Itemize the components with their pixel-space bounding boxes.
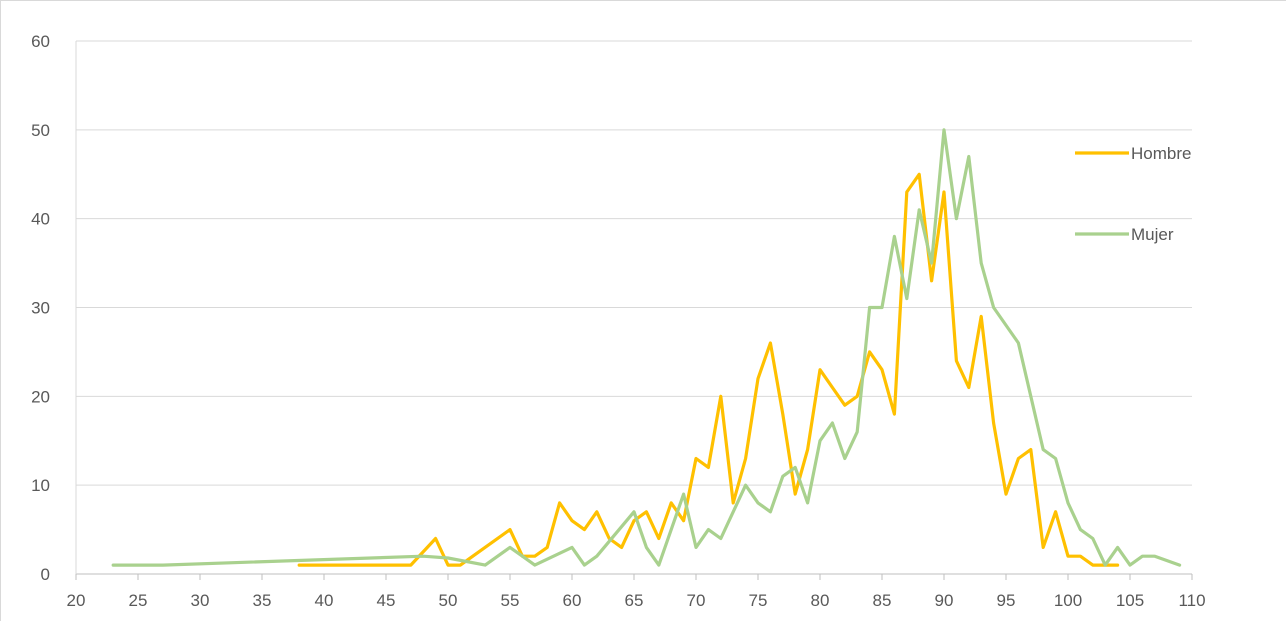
y-tick-label: 40 xyxy=(31,210,50,229)
legend-label-hombre: Hombre xyxy=(1131,144,1191,163)
x-tick-label: 100 xyxy=(1054,591,1082,610)
x-tick-label: 30 xyxy=(191,591,210,610)
y-tick-label: 50 xyxy=(31,121,50,140)
x-tick-label: 35 xyxy=(253,591,272,610)
x-tick-label: 50 xyxy=(439,591,458,610)
legend-label-mujer: Mujer xyxy=(1131,225,1174,244)
x-tick-label: 85 xyxy=(873,591,892,610)
x-axis-tick-labels: 20 25 30 35 40 45 50 55 60 65 70 75 80 85 90 95 100 105 11… xyxy=(67,591,1206,610)
x-tick-label: 75 xyxy=(749,591,768,610)
x-tick-label: 40 xyxy=(315,591,334,610)
x-tick-label: 20 xyxy=(67,591,86,610)
y-tick-label: 30 xyxy=(31,299,50,318)
x-tick-label: 25 xyxy=(129,591,148,610)
x-tick-label: 60 xyxy=(563,591,582,610)
y-tick-label: 60 xyxy=(31,32,50,51)
y-tick-label: 10 xyxy=(31,476,50,495)
legend: Hombre Mujer xyxy=(1075,144,1191,244)
x-tick-label: 95 xyxy=(997,591,1016,610)
x-tick-label: 55 xyxy=(501,591,520,610)
axes xyxy=(75,41,1193,580)
series-lines xyxy=(111,128,1182,567)
x-tick-label: 105 xyxy=(1116,591,1144,610)
y-tick-label: 20 xyxy=(31,387,50,406)
x-tick-label: 110 xyxy=(1178,591,1205,610)
series-line-mujer xyxy=(111,128,1182,567)
y-axis-tick-labels: 0 10 20 30 40 50 60 xyxy=(31,32,50,584)
x-tick-label: 65 xyxy=(625,591,644,610)
x-tick-label: 45 xyxy=(377,591,396,610)
x-tick-label: 70 xyxy=(687,591,706,610)
x-tick-label: 90 xyxy=(935,591,954,610)
y-tick-label: 0 xyxy=(41,565,50,584)
series-line-hombre xyxy=(297,172,1120,567)
x-tick-label: 80 xyxy=(811,591,830,610)
gridlines xyxy=(76,40,1192,486)
